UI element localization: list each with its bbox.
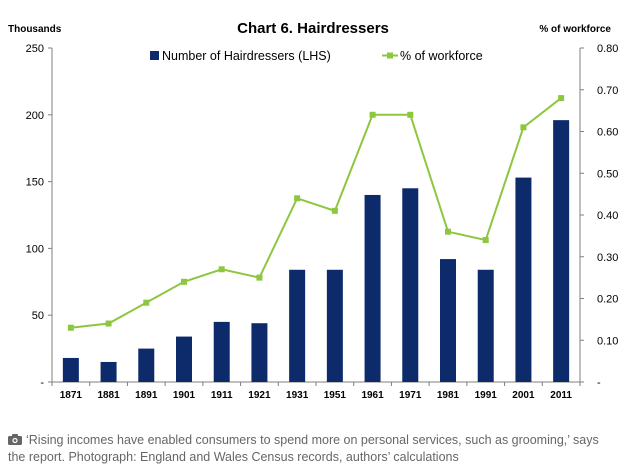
right-tick-label: 0.50 [597, 168, 618, 180]
right-tick-label: 0.30 [597, 252, 618, 264]
legend-bar-label: Number of Hairdressers (LHS) [162, 49, 331, 63]
bar [213, 321, 230, 382]
x-tick-label: 1971 [399, 390, 422, 401]
line-point [482, 237, 489, 244]
bar [477, 269, 494, 382]
line-point [558, 95, 565, 102]
line-point [218, 266, 225, 273]
line-point [294, 195, 301, 202]
bar [100, 361, 117, 382]
line-point [105, 320, 112, 327]
caption: ‘Rising incomes have enabled consumers t… [8, 432, 616, 466]
caption-text: ‘Rising incomes have enabled consumers t… [8, 433, 599, 464]
line-point [331, 207, 338, 214]
legend-bar-swatch [150, 51, 159, 60]
x-tick-label: 1901 [173, 390, 196, 401]
line-point [520, 124, 527, 131]
right-tick-label: 0.80 [597, 43, 618, 55]
left-tick-label: 200 [26, 110, 44, 122]
bar [138, 348, 155, 382]
right-tick-label: 0.20 [597, 294, 618, 306]
right-tick-label: 0.60 [597, 127, 618, 139]
left-tick-label: 50 [32, 310, 44, 322]
right-axis-title: % of workforce [539, 24, 611, 35]
x-tick-label: 1891 [135, 390, 158, 401]
left-axis-title: Thousands [8, 24, 62, 35]
legend-line-swatch-marker [387, 52, 393, 59]
bar [402, 188, 419, 382]
left-tick-label: - [40, 377, 44, 389]
bar [440, 259, 456, 382]
bar [553, 120, 570, 383]
x-tick-label: 1911 [211, 390, 233, 401]
bar [326, 269, 343, 382]
left-tick-label: 150 [26, 177, 44, 189]
x-tick-label: 1981 [437, 390, 460, 401]
chart-title: Chart 6. Hairdressers [237, 20, 389, 37]
x-tick-label: 1961 [361, 390, 384, 401]
x-tick-label: 1931 [286, 390, 309, 401]
line-point [407, 111, 414, 118]
line-point [143, 299, 150, 306]
workforce-line [70, 97, 562, 329]
line-point [256, 274, 263, 281]
line-point [67, 324, 74, 331]
right-tick-label: 0.10 [597, 335, 618, 347]
bar [62, 357, 79, 382]
right-tick-label: - [597, 377, 601, 389]
left-tick-label: 250 [26, 43, 44, 55]
right-tick-label: 0.40 [597, 210, 618, 222]
chart: Chart 6. Hairdressers Thousands % of wor… [8, 20, 619, 401]
bar [364, 194, 381, 382]
x-tick-label: 1871 [60, 390, 83, 401]
x-tick-label: 2001 [512, 390, 535, 401]
plot-area: - 50 100 150 200 250 - 0.10 0.20 0.30 0.40 0.50 0.60… [26, 43, 619, 401]
right-tick-label: 0.70 [597, 85, 618, 97]
legend: Number of Hairdressers (LHS) % of workfo… [150, 49, 483, 63]
x-tick-label: 1951 [324, 390, 347, 401]
left-tick-label: 100 [26, 243, 44, 255]
x-tick-label: 1991 [475, 390, 498, 401]
bar [251, 323, 268, 382]
camera-icon [8, 434, 22, 445]
line-point [369, 111, 376, 118]
legend-line-label: % of workforce [400, 49, 483, 63]
line-point [445, 228, 451, 235]
chart-svg: Chart 6. Hairdressers Thousands % of wor… [8, 20, 619, 401]
x-tick-label: 2011 [550, 390, 572, 401]
bar [289, 269, 306, 382]
bar [515, 177, 532, 382]
x-tick-label: 1921 [248, 390, 271, 401]
line-point [181, 278, 187, 285]
bar [176, 336, 192, 382]
x-tick-label: 1881 [97, 390, 120, 401]
